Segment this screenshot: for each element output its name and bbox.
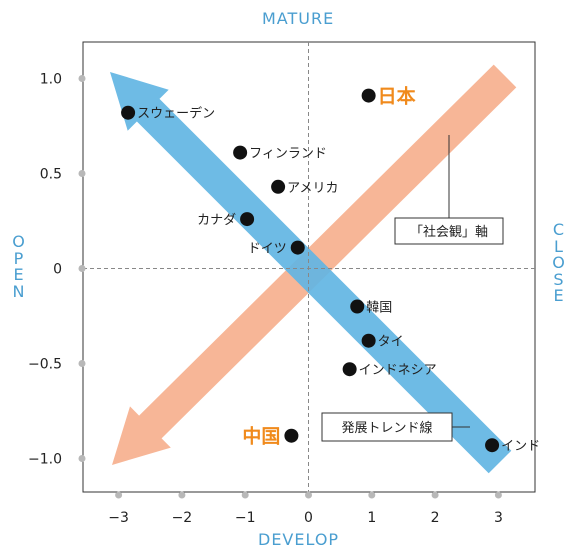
open-letter: N xyxy=(12,281,26,301)
close-letter: S xyxy=(553,269,565,289)
x-tick-label: 3 xyxy=(494,510,503,526)
y-tick-label: −0.5 xyxy=(28,357,62,373)
point-label: スウェーデン xyxy=(137,106,215,122)
x-tick-label: −3 xyxy=(108,510,129,526)
y-tick-dot xyxy=(78,265,86,272)
y-tick-label: 1.0 xyxy=(40,72,62,88)
y-tick-label: 0 xyxy=(53,262,62,278)
annotations-layer: 「社会観」軸 発展トレンド線 xyxy=(321,135,504,442)
point-label: ドイツ xyxy=(248,242,287,257)
close-letter: E xyxy=(553,286,565,305)
x-tick-dot xyxy=(368,491,376,499)
points-layer: スウェーデンフィンランドアメリカカナダドイツ 日本韓国タイインドネシア中国インド xyxy=(121,85,540,454)
y-tick-label: −1.0 xyxy=(28,452,62,468)
point-label: カナダ xyxy=(197,213,236,228)
point-label: アメリカ xyxy=(287,181,338,196)
data-point xyxy=(121,105,136,120)
x-tick-label: −1 xyxy=(235,510,256,526)
x-tick-dot xyxy=(305,491,312,499)
x-tick-dot xyxy=(431,491,439,499)
trend-line-label: 発展トレンド線 xyxy=(341,420,432,436)
x-tick-label: −2 xyxy=(172,510,193,526)
x-tick-label: 2 xyxy=(431,510,440,526)
data-point xyxy=(233,145,248,160)
social-axis-label: 「社会観」軸 xyxy=(410,224,488,240)
close-letter: O xyxy=(552,253,566,272)
point-label: インド xyxy=(501,439,540,454)
social-axis-box xyxy=(394,217,504,245)
point-label: 韓国 xyxy=(366,301,392,316)
x-tick-dot xyxy=(178,491,186,499)
data-point xyxy=(342,362,357,377)
point-label: フィンランド xyxy=(249,147,327,162)
open-letter: P xyxy=(13,248,25,268)
point-label: 日本 xyxy=(378,85,416,108)
data-point xyxy=(284,428,299,443)
x-tick-dot xyxy=(241,491,249,499)
y-tick-dot xyxy=(78,170,86,177)
trend-line-box xyxy=(321,412,453,442)
open-letter: O xyxy=(12,232,26,251)
open-letter: E xyxy=(13,265,25,284)
trend-arrow xyxy=(110,72,512,474)
data-point xyxy=(290,240,305,255)
y-tick-dot xyxy=(78,455,86,462)
data-point xyxy=(361,88,376,103)
data-point xyxy=(350,299,365,314)
y-tick-label: 0.5 xyxy=(40,167,62,183)
x-tick-dot xyxy=(115,491,123,499)
point-label: タイ xyxy=(378,335,404,350)
point-label: インドネシア xyxy=(359,363,437,378)
point-label: 中国 xyxy=(242,425,280,448)
data-point xyxy=(361,333,376,348)
close-letter: C xyxy=(552,220,566,239)
y-tick-dot xyxy=(78,75,86,82)
data-point xyxy=(240,212,255,227)
data-point xyxy=(271,179,286,194)
close-letter: L xyxy=(554,236,564,256)
label-bottom-develop: DEVELOP xyxy=(258,530,340,549)
ticks-layer: −3 −2 −1 0 1 2 3 1.0 0.5 0 −0.5 −1.0 xyxy=(28,72,503,527)
y-tick-dot xyxy=(78,360,86,367)
arrows-layer xyxy=(110,64,517,474)
x-tick-dot xyxy=(494,491,502,499)
label-top-mature: MATURE xyxy=(262,9,335,28)
x-tick-label: 0 xyxy=(304,510,313,526)
x-tick-label: 1 xyxy=(367,510,376,526)
data-point xyxy=(485,438,500,453)
